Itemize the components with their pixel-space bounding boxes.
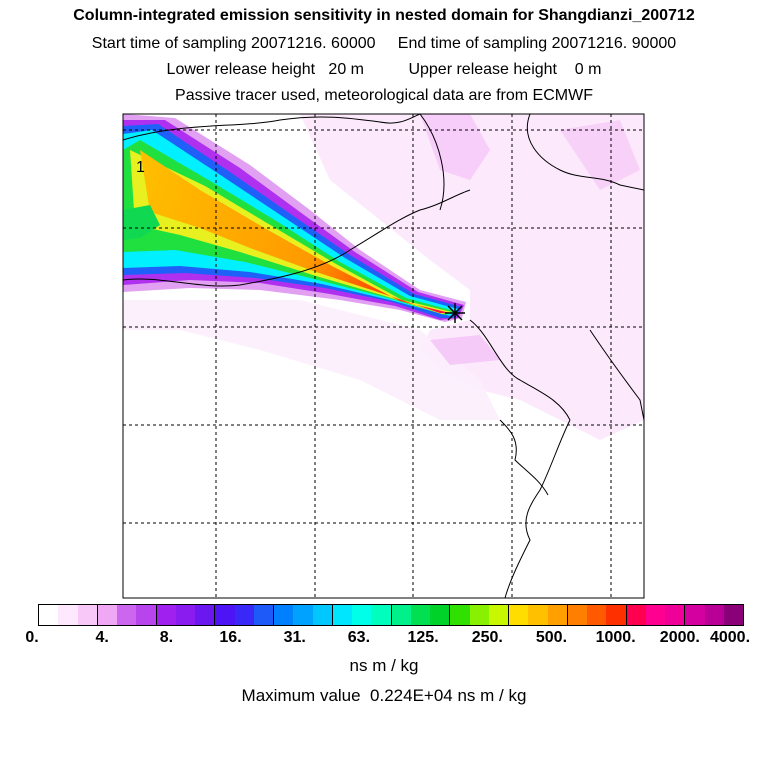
colorbar-tick-label: 1000. xyxy=(595,629,636,646)
colorbar-swatch xyxy=(371,605,392,625)
colorbar-swatch xyxy=(704,605,724,625)
colorbar-swatch xyxy=(723,605,743,625)
contour-label: 1 xyxy=(136,159,145,176)
colorbar-swatch xyxy=(352,605,372,625)
colorbar-swatch xyxy=(156,605,176,625)
plume-green-patch xyxy=(123,205,160,240)
colorbar-swatch xyxy=(626,605,646,625)
colorbar-swatch xyxy=(274,605,294,625)
release-height-line: Lower release height 20 m Upper release … xyxy=(166,61,602,78)
colorbar-swatch xyxy=(117,605,137,625)
colorbar-swatch xyxy=(312,605,333,625)
colorbar-swatch xyxy=(509,605,529,625)
colorbar-swatch xyxy=(97,605,117,625)
colorbar-swatch xyxy=(587,605,607,625)
colorbar-swatch xyxy=(332,605,352,625)
colorbar-swatch xyxy=(293,605,313,625)
colorbar-swatch xyxy=(195,605,216,625)
colorbar-swatch xyxy=(253,605,274,625)
tracer-info-line: Passive tracer used, meteorological data… xyxy=(175,87,593,104)
colorbar xyxy=(38,604,744,626)
colorbar-tick-label: 31. xyxy=(283,629,306,646)
plot-title: Column-integrated emission sensitivity i… xyxy=(73,7,695,24)
light-magenta-patch xyxy=(560,120,640,190)
plume-yellow-band xyxy=(130,150,452,314)
colorbar-swatch xyxy=(136,605,157,625)
colorbar-tick-label: 63. xyxy=(347,629,371,646)
plume-green-band xyxy=(123,140,454,315)
colorbar-tick-label: 125. xyxy=(407,629,439,646)
colorbar-swatch xyxy=(77,605,98,625)
colorbar-swatch xyxy=(685,605,705,625)
colorbar-swatch xyxy=(488,605,509,625)
colorbar-tick-label: 4. xyxy=(95,629,109,646)
colorbar-tick-label: 16. xyxy=(219,629,242,646)
plume-cyan-band xyxy=(123,130,458,316)
grid-lines xyxy=(123,114,644,598)
colorbar-swatch xyxy=(215,605,235,625)
colorbar-swatch xyxy=(430,605,451,625)
colorbar-swatch xyxy=(391,605,411,625)
faint-sensitivity-region-south xyxy=(123,300,500,420)
colorbar-swatch xyxy=(450,605,470,625)
colorbar-units: ns m / kg xyxy=(349,656,419,675)
receptor-star-icon xyxy=(445,303,465,323)
light-magenta-patch xyxy=(430,335,500,365)
colorbar-swatch xyxy=(528,605,548,625)
colorbar-swatch xyxy=(645,605,665,625)
faint-sensitivity-region xyxy=(300,114,644,440)
sampling-time-line: Start time of sampling 20071216. 60000 E… xyxy=(91,35,677,52)
colorbar-tick-label: 2000. xyxy=(659,629,700,646)
map-frame xyxy=(122,113,645,599)
colorbar-swatch xyxy=(39,605,59,625)
colorbar-swatch xyxy=(234,605,254,625)
colorbar-tick-label: 4000. xyxy=(709,629,751,646)
colorbar-tick-label: 250. xyxy=(471,629,503,646)
colorbar-tick-label: 8. xyxy=(159,629,174,646)
colorbar-swatch xyxy=(567,605,587,625)
colorbar-swatch xyxy=(665,605,686,625)
colorbar-swatch xyxy=(175,605,195,625)
colorbar-swatch xyxy=(606,605,627,625)
colorbar-tick-label: 0. xyxy=(25,629,39,646)
colorbar-swatch xyxy=(469,605,489,625)
colorbar-swatch xyxy=(410,605,430,625)
colorbar-tick-label: 500. xyxy=(535,629,568,646)
coastline-borders xyxy=(123,114,644,598)
colorbar-swatch xyxy=(58,605,78,625)
maximum-value-line: Maximum value 0.224E+04 ns m / kg xyxy=(241,686,527,705)
colorbar-swatch xyxy=(547,605,568,625)
